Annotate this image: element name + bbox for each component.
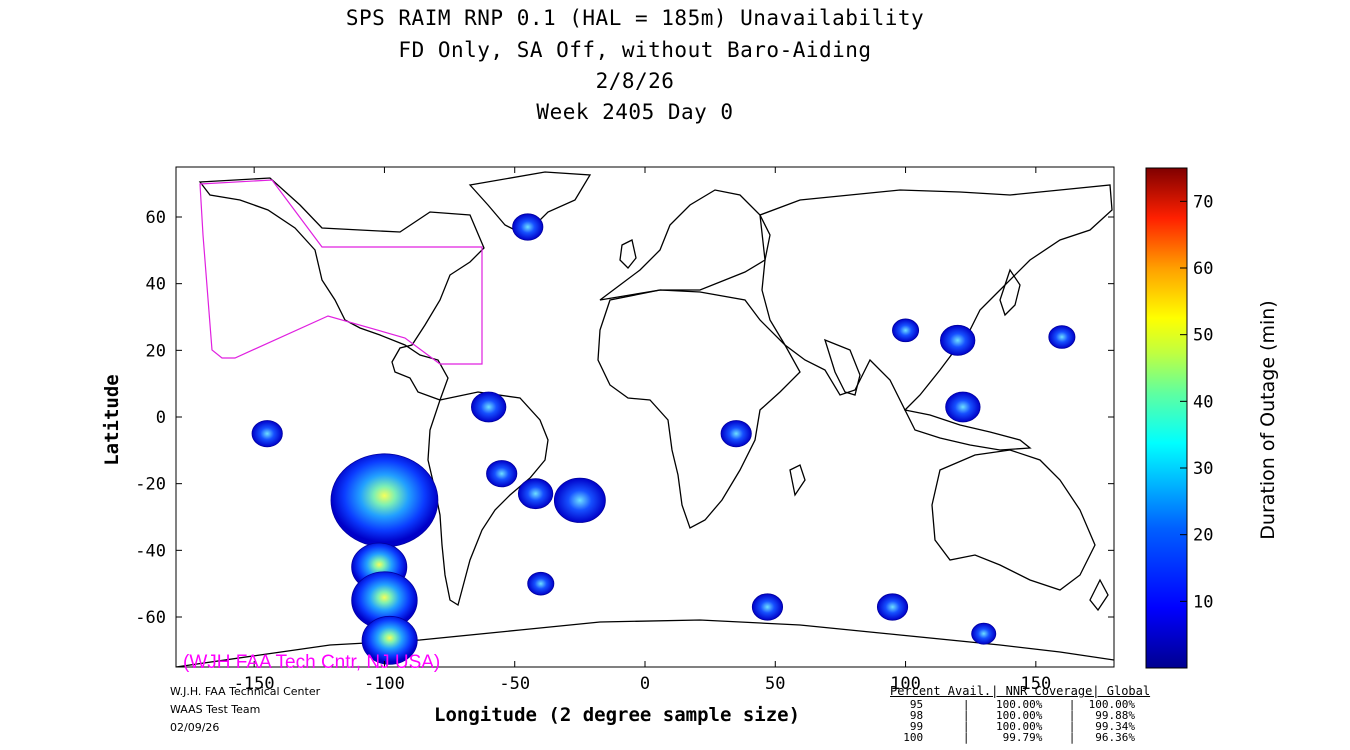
outage-region [971, 622, 997, 645]
x-tick-label: 50 [765, 674, 785, 694]
y-tick-label: 60 [146, 208, 166, 228]
outage-region [512, 213, 544, 241]
y-tick-label: -20 [135, 475, 166, 495]
colorbar-label: Duration of Outage (min) [1257, 300, 1279, 539]
indonesia-outline [903, 409, 1032, 451]
uk-outline [619, 239, 637, 269]
outage-region [553, 477, 606, 523]
service-volume-boundary [199, 179, 483, 365]
antarctica-outline [176, 619, 1114, 667]
credit-text: (WJH FAA Tech Cntr, NJ USA) [183, 652, 441, 673]
outage-region [876, 593, 909, 621]
y-axis-label: Latitude [101, 374, 123, 466]
colorbar-tick-label: 30 [1193, 459, 1213, 479]
stats-row: 100 | 99.79% | 96.36% [890, 731, 1136, 744]
colorbar-tick-label: 20 [1193, 526, 1213, 546]
stats-row: 95 | 100.00% | 100.00% [890, 698, 1136, 711]
stats-row: 98 | 100.00% | 99.88% [890, 709, 1136, 722]
greenland-outline [468, 171, 592, 236]
axes: -150 -100 -50 0 50 100 150 -60 -40 -20 0 20 40 60 [135, 167, 1114, 694]
footer-line-3: 02/09/26 [170, 721, 220, 734]
outage-region [361, 615, 418, 665]
outage-region [945, 391, 981, 423]
colorbar [1145, 167, 1188, 669]
footer-line-2: WAAS Test Team [170, 703, 261, 716]
colorbar-tick-label: 70 [1193, 192, 1213, 212]
japan-outline [999, 268, 1021, 317]
y-tick-label: -40 [135, 541, 166, 561]
india-outline [823, 338, 861, 396]
chart-week: Week 2405 Day 0 [536, 100, 734, 124]
outage-region [330, 453, 439, 548]
stats-row: 99 | 100.00% | 99.34% [890, 720, 1136, 733]
new-zealand-outline [1089, 578, 1109, 612]
footer-line-1: W.J.H. FAA Technical Center [170, 685, 321, 698]
outage-region [251, 420, 283, 448]
europe-outline [599, 189, 771, 301]
y-tick-label: 0 [156, 408, 166, 428]
outage-region [940, 324, 976, 356]
madagascar-outline [789, 464, 806, 497]
colorbar-tick-label: 10 [1193, 592, 1213, 612]
australia-outline [931, 449, 1096, 591]
x-axis-label: Longitude (2 degree sample size) [434, 704, 801, 726]
outage-region [1048, 325, 1076, 349]
chart-subtitle: FD Only, SA Off, without Baro-Aiding [398, 38, 872, 62]
outage-region [486, 460, 518, 488]
north-america-outline [198, 177, 485, 401]
outage-region [527, 571, 555, 596]
y-tick-label: -60 [135, 608, 166, 628]
chart-date: 2/8/26 [595, 69, 675, 93]
colorbar-tick-label: 50 [1193, 326, 1213, 346]
outage-region [892, 318, 920, 343]
stats-header: Percent Avail.| NNR Coverage| Global [890, 684, 1151, 698]
x-tick-label: 0 [640, 674, 650, 694]
y-tick-label: 20 [146, 341, 166, 361]
outage-region [471, 391, 507, 423]
x-tick-label: -50 [499, 674, 530, 694]
colorbar-tick-label: 60 [1193, 259, 1213, 279]
outage-region [751, 593, 784, 621]
x-tick-label: 150 [1020, 674, 1051, 694]
chart-title: SPS RAIM RNP 0.1 (HAL = 185m) Unavailabi… [345, 6, 925, 30]
outage-regions [251, 213, 1076, 665]
x-tick-label: -150 [234, 674, 275, 694]
x-tick-label: 100 [890, 674, 921, 694]
colorbar-tick-label: 40 [1193, 392, 1213, 412]
x-tick-label: -100 [364, 674, 405, 694]
outage-region [720, 420, 752, 448]
colorbar-ticks: 10 20 30 40 50 60 70 [1180, 192, 1213, 612]
africa-outline [597, 289, 801, 529]
outage-region [517, 478, 554, 510]
y-tick-label: 40 [146, 275, 166, 295]
